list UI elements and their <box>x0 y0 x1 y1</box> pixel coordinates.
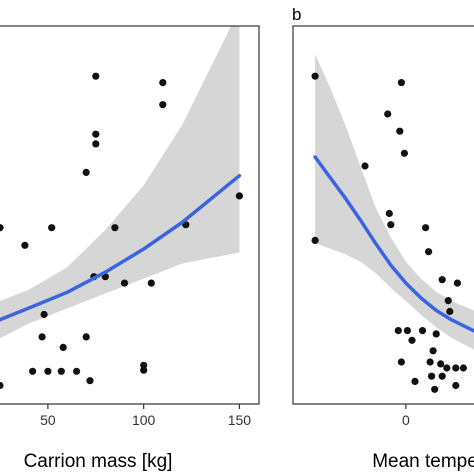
data-point <box>92 72 100 80</box>
data-point <box>73 367 81 375</box>
data-point <box>431 385 439 393</box>
data-point <box>425 248 433 256</box>
x-axis-label: Carrion mass [kg] <box>24 451 173 472</box>
data-point <box>28 367 37 375</box>
data-point <box>159 101 167 109</box>
data-point <box>48 224 56 232</box>
panel-frame <box>292 25 474 405</box>
data-point <box>57 367 65 375</box>
data-point <box>120 279 129 287</box>
data-point <box>86 377 94 385</box>
panel-frame <box>0 25 260 405</box>
panel-b: 0 Mean tempe b <box>292 5 474 472</box>
data-point <box>44 367 52 375</box>
x-tick-label: 0 <box>402 412 410 428</box>
data-point <box>452 381 460 390</box>
data-point <box>235 192 243 200</box>
data-point <box>400 149 408 157</box>
data-point <box>394 327 402 335</box>
confidence-band <box>315 54 474 350</box>
data-point <box>444 297 452 305</box>
fit-line <box>0 173 242 322</box>
data-point <box>426 358 434 366</box>
data-point <box>140 366 148 374</box>
x-tick-label: 50 <box>40 412 56 428</box>
data-point <box>438 372 446 380</box>
data-point <box>311 72 319 80</box>
plot-area <box>311 54 474 393</box>
data-point <box>111 224 119 232</box>
data-point <box>452 364 460 372</box>
data-point <box>411 377 419 385</box>
data-point <box>418 327 427 335</box>
data-point <box>446 307 454 316</box>
data-point <box>40 310 48 319</box>
data-point <box>59 343 67 351</box>
data-point <box>92 140 100 148</box>
plot-area <box>0 26 243 390</box>
confidence-band <box>0 26 240 339</box>
data-point <box>387 221 395 229</box>
data-point <box>384 110 392 118</box>
data-point <box>408 336 416 344</box>
data-point <box>159 79 167 87</box>
x-tick-label: 100 <box>132 412 156 428</box>
data-point <box>453 279 461 287</box>
data-point <box>422 224 430 232</box>
data-point <box>147 279 155 287</box>
data-point <box>397 79 405 87</box>
data-point <box>432 330 440 338</box>
data-point <box>385 209 393 218</box>
data-point <box>21 241 29 249</box>
fit-line <box>313 155 474 333</box>
data-point <box>361 162 369 170</box>
data-point <box>92 130 100 138</box>
data-point <box>443 364 451 372</box>
data-point <box>0 381 4 390</box>
data-point <box>428 372 436 380</box>
data-point <box>403 327 411 335</box>
data-point <box>311 236 319 244</box>
data-point <box>0 224 4 232</box>
data-point <box>429 347 437 355</box>
data-point <box>82 168 90 176</box>
data-point <box>438 276 446 284</box>
data-point <box>38 333 46 341</box>
data-point <box>397 358 405 366</box>
panel-a: 50 100 150 Carrion mass [kg] <box>0 25 260 472</box>
panel-label: b <box>292 5 301 24</box>
x-tick-label: 150 <box>228 412 252 428</box>
data-point <box>396 127 404 135</box>
data-point <box>459 364 467 372</box>
data-point <box>437 360 445 368</box>
x-axis-label: Mean tempe <box>372 451 474 472</box>
data-point <box>82 333 90 341</box>
